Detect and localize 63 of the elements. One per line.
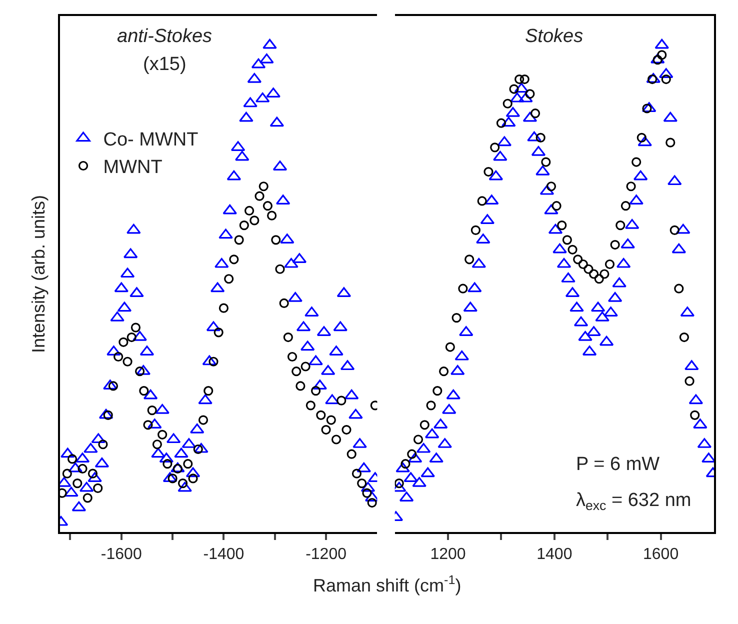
- annotation: λ$_{exc}$ = 632 nm: [576, 490, 692, 513]
- point: [684, 376, 694, 386]
- point: [432, 386, 442, 396]
- point: [477, 196, 487, 206]
- x-tick-label: 1600: [643, 546, 679, 564]
- point: [666, 138, 676, 148]
- point: [557, 220, 567, 230]
- point: [452, 313, 462, 323]
- point: [509, 84, 519, 94]
- point: [458, 284, 468, 294]
- point: [413, 434, 424, 444]
- x-tick-label: -1600: [100, 546, 142, 564]
- point: [394, 478, 404, 488]
- point: [573, 254, 583, 264]
- legend-label: Co- MWNT: [103, 129, 199, 150]
- point: [496, 118, 506, 128]
- point: [604, 259, 615, 270]
- point: [616, 220, 626, 230]
- point: [610, 240, 620, 250]
- point: [490, 142, 500, 152]
- point: [661, 74, 671, 84]
- point: [546, 182, 556, 192]
- annotation: P = 6 mW: [576, 454, 660, 475]
- point: [484, 166, 494, 177]
- point: [679, 332, 690, 342]
- point: [584, 264, 594, 274]
- x-tick-label: 1400: [536, 546, 572, 564]
- point: [690, 410, 700, 420]
- annotation: Stokes: [525, 26, 584, 47]
- point: [420, 420, 430, 430]
- point: [502, 98, 512, 108]
- point: [632, 157, 642, 167]
- annotation: anti-Stokes: [117, 26, 213, 47]
- x-tick-label: -1200: [306, 546, 347, 564]
- legend-label: MWNT: [103, 157, 163, 178]
- x-tick-label: -1400: [203, 546, 244, 564]
- point: [525, 89, 535, 99]
- x-axis-title: Raman shift (cm$^{-1}$): [313, 573, 462, 596]
- point: [594, 274, 604, 284]
- point: [520, 74, 530, 84]
- point: [552, 201, 562, 211]
- point: [562, 235, 572, 245]
- point: [536, 132, 546, 142]
- y-axis-title: Intensity (arb. units): [28, 194, 49, 354]
- point: [407, 449, 417, 459]
- point: [464, 254, 474, 264]
- point: [514, 74, 524, 84]
- point: [445, 342, 455, 352]
- point: [600, 269, 610, 279]
- point: [588, 269, 599, 279]
- point: [568, 244, 578, 254]
- point: [648, 74, 658, 84]
- x-tick-label: 1200: [430, 546, 466, 564]
- point: [438, 366, 449, 376]
- annotation: (x15): [143, 54, 186, 75]
- point: [541, 157, 551, 167]
- point: [670, 225, 680, 235]
- point: [674, 284, 684, 294]
- point: [470, 225, 480, 235]
- point: [578, 259, 588, 270]
- point: [626, 182, 636, 192]
- point: [620, 201, 630, 211]
- point: [426, 400, 436, 410]
